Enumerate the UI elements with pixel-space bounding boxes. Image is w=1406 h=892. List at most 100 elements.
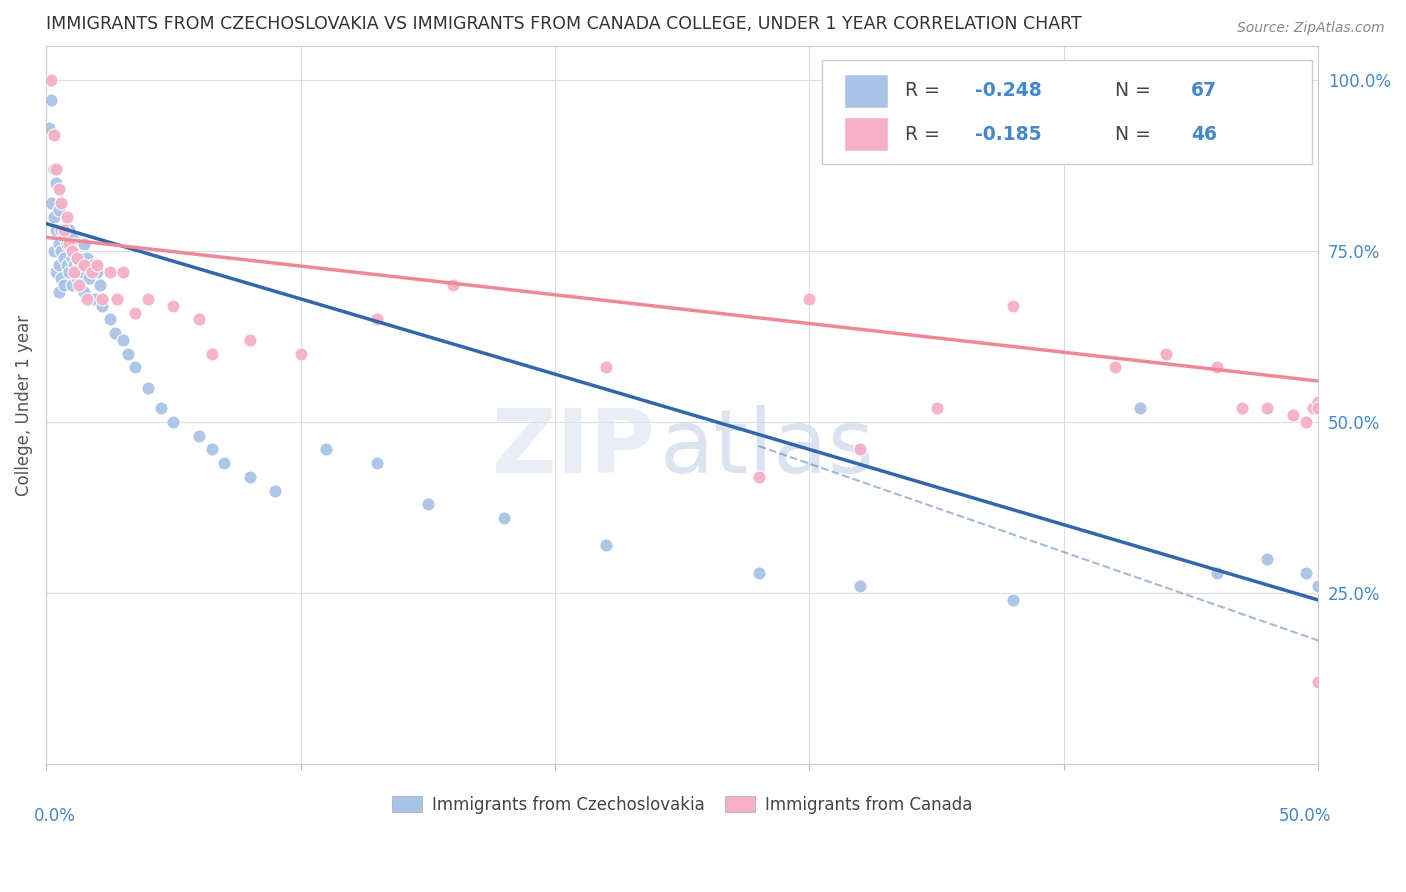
Point xyxy=(48,237,70,252)
Point xyxy=(48,285,70,299)
Point xyxy=(55,258,77,272)
Point xyxy=(366,456,388,470)
Point xyxy=(58,237,80,252)
Point xyxy=(76,292,98,306)
Point xyxy=(39,94,62,108)
Point xyxy=(1308,579,1330,593)
Point xyxy=(48,182,70,196)
Text: IMMIGRANTS FROM CZECHOSLOVAKIA VS IMMIGRANTS FROM CANADA COLLEGE, UNDER 1 YEAR C: IMMIGRANTS FROM CZECHOSLOVAKIA VS IMMIGR… xyxy=(46,15,1083,33)
Point xyxy=(98,312,121,326)
Point xyxy=(66,251,89,265)
Point xyxy=(91,299,114,313)
Point xyxy=(104,326,127,340)
Point xyxy=(66,271,89,285)
Point xyxy=(416,497,439,511)
Point xyxy=(53,251,76,265)
Point xyxy=(80,264,103,278)
Point xyxy=(80,258,103,272)
Text: R =: R = xyxy=(905,125,946,144)
Point xyxy=(239,333,262,347)
Point xyxy=(63,258,86,272)
Point xyxy=(39,73,62,87)
Point xyxy=(76,251,98,265)
FancyBboxPatch shape xyxy=(823,60,1312,164)
Point xyxy=(63,264,86,278)
Point xyxy=(1308,394,1330,409)
Point xyxy=(290,346,312,360)
Point xyxy=(799,292,821,306)
Text: 46: 46 xyxy=(1191,125,1218,144)
Point xyxy=(315,442,337,457)
Point xyxy=(162,415,184,429)
Point xyxy=(60,278,83,293)
Point xyxy=(366,312,388,326)
Point xyxy=(1129,401,1152,416)
Point xyxy=(1230,401,1253,416)
Point xyxy=(1001,593,1024,607)
Point xyxy=(42,210,65,224)
Point xyxy=(60,244,83,258)
Point xyxy=(73,285,96,299)
Point xyxy=(1256,401,1278,416)
Point xyxy=(925,401,948,416)
Text: ZIP: ZIP xyxy=(492,405,654,491)
Point xyxy=(595,538,617,552)
Point xyxy=(79,271,101,285)
Point xyxy=(111,333,134,347)
Point xyxy=(1205,360,1227,375)
Legend: Immigrants from Czechoslovakia, Immigrants from Canada: Immigrants from Czechoslovakia, Immigran… xyxy=(385,789,979,821)
Point xyxy=(86,258,108,272)
Text: 67: 67 xyxy=(1191,81,1218,101)
Point xyxy=(111,264,134,278)
Point xyxy=(51,271,73,285)
Point xyxy=(73,237,96,252)
Point xyxy=(38,120,60,135)
Point xyxy=(60,251,83,265)
Point xyxy=(1154,346,1177,360)
Point xyxy=(51,223,73,237)
Point xyxy=(748,470,770,484)
Point xyxy=(53,223,76,237)
Point xyxy=(55,237,77,252)
Point xyxy=(149,401,172,416)
Point xyxy=(849,579,872,593)
Point xyxy=(45,161,67,176)
Text: 0.0%: 0.0% xyxy=(34,807,76,825)
Text: N =: N = xyxy=(1115,125,1157,144)
Point xyxy=(136,292,159,306)
Point xyxy=(1282,409,1305,423)
Point xyxy=(42,128,65,142)
Point xyxy=(124,360,146,375)
Point xyxy=(42,244,65,258)
Point xyxy=(39,196,62,211)
Point xyxy=(42,161,65,176)
Point xyxy=(1295,566,1317,580)
Point xyxy=(98,264,121,278)
Point xyxy=(441,278,464,293)
Point xyxy=(1104,360,1126,375)
Bar xyxy=(844,74,889,108)
Point xyxy=(1205,566,1227,580)
Point xyxy=(748,566,770,580)
Point xyxy=(136,381,159,395)
Point xyxy=(53,230,76,244)
Text: N =: N = xyxy=(1115,81,1157,101)
Point xyxy=(1308,401,1330,416)
Point xyxy=(239,470,262,484)
Point xyxy=(264,483,287,498)
Point xyxy=(1001,299,1024,313)
Point xyxy=(55,210,77,224)
Point xyxy=(58,264,80,278)
Text: Source: ZipAtlas.com: Source: ZipAtlas.com xyxy=(1237,21,1385,35)
Point xyxy=(53,278,76,293)
Text: atlas: atlas xyxy=(659,405,875,491)
Point xyxy=(214,456,236,470)
Point xyxy=(849,442,872,457)
Point xyxy=(60,230,83,244)
Point xyxy=(45,223,67,237)
Point xyxy=(58,223,80,237)
Text: R =: R = xyxy=(905,81,946,101)
Point xyxy=(200,346,222,360)
Point xyxy=(83,292,105,306)
Point xyxy=(45,264,67,278)
